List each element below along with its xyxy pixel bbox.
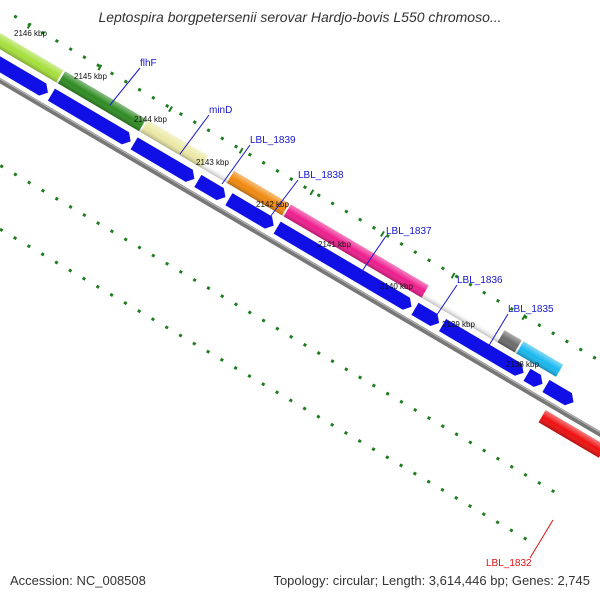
accession-text: Accession: NC_008508: [10, 573, 146, 588]
forward-shading: [0, 24, 564, 377]
leader-line: [109, 67, 141, 106]
cds-arrow: [130, 137, 195, 182]
tick-label: 2143 kbp: [196, 158, 229, 167]
tick-mark: [309, 189, 315, 196]
gene-label-highlighted[interactable]: LBL_1832: [486, 558, 532, 569]
tick-label: 2141 kbp: [318, 240, 351, 249]
cds-arrow: [194, 174, 226, 201]
forward-genes: [0, 24, 564, 377]
gene-label[interactable]: LBL_1837: [386, 226, 432, 237]
tick-label: 2140 kbp: [380, 282, 413, 291]
leader-line: [359, 235, 387, 275]
cds-arrow: [542, 379, 574, 406]
leader-line: [431, 284, 458, 323]
tick-label: 2144 kbp: [134, 115, 167, 124]
gene-label[interactable]: LBL_1839: [250, 135, 296, 146]
leader-line: [179, 114, 210, 155]
cds-arrow: [273, 221, 412, 310]
cds-arrow: [225, 193, 274, 229]
tick-label: 2139 kbp: [442, 320, 475, 329]
cds-arrow: [0, 41, 48, 96]
tick-mark: [521, 314, 527, 321]
tick-mark: [26, 22, 32, 29]
topology-text: Topology: circular; Length: 3,614,446 bp…: [273, 573, 590, 588]
inner-dot-track: [0, 131, 567, 500]
cds-arrow: [523, 368, 543, 387]
tick-label: 2146 kbp: [14, 29, 47, 38]
cds-arrow: [47, 88, 131, 145]
tick-mark: [450, 272, 456, 279]
cds-arrow: [439, 319, 524, 376]
tick-mark: [238, 147, 244, 154]
map-title: Leptospira borgpetersenii serovar Hardjo…: [98, 9, 502, 25]
leader-line-red: [529, 519, 554, 559]
reverse-shading: [538, 410, 600, 458]
tick-mark: [168, 106, 173, 113]
gene-label[interactable]: LBL_1836: [457, 275, 503, 286]
backbone-highlight: [0, 58, 600, 435]
leader-line: [484, 313, 509, 353]
leader-line: [221, 144, 251, 185]
cds-arrow: [411, 302, 440, 327]
outer-dot-track: [13, 14, 600, 383]
gene-label[interactable]: LBL_1838: [298, 170, 344, 181]
gene-label[interactable]: flhF: [140, 58, 157, 69]
gene-label[interactable]: minD: [209, 105, 232, 116]
inner-dot-track-2: [0, 179, 539, 548]
backbone-line: [0, 57, 600, 438]
tick-mark: [380, 230, 385, 238]
cds-track: [0, 41, 574, 406]
tick-label: 2138 kbp: [506, 360, 539, 369]
leader-line: [269, 179, 299, 218]
tick-label: 2142 kbp: [256, 200, 289, 209]
tick-mark: [97, 64, 103, 71]
tick-label: 2145 kbp: [74, 72, 107, 81]
gene-label[interactable]: LBL_1835: [508, 304, 554, 315]
